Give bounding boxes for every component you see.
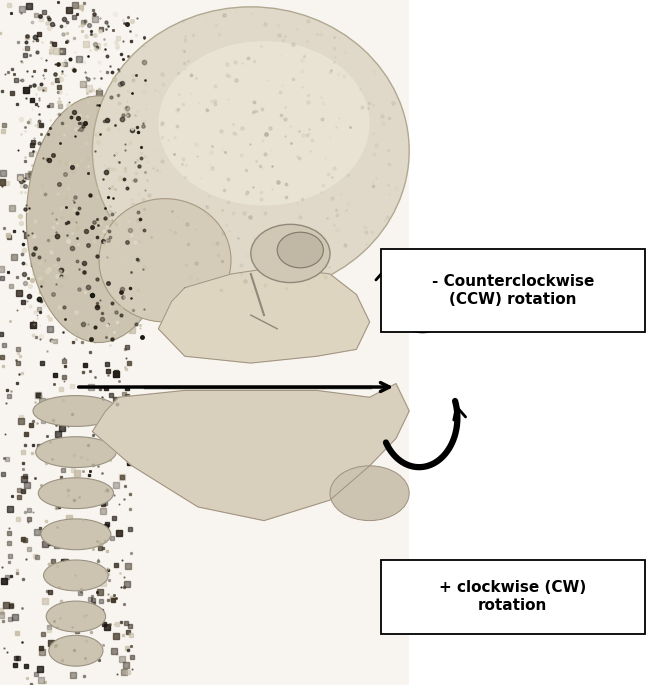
Ellipse shape: [99, 199, 231, 322]
Ellipse shape: [41, 519, 111, 549]
Ellipse shape: [26, 96, 172, 342]
Ellipse shape: [46, 601, 106, 632]
Ellipse shape: [33, 396, 119, 426]
Ellipse shape: [251, 225, 330, 283]
Ellipse shape: [92, 7, 409, 295]
Polygon shape: [92, 384, 409, 521]
Ellipse shape: [38, 478, 114, 508]
Ellipse shape: [36, 437, 116, 468]
Text: - Counterclockwise
(CCW) rotation: - Counterclockwise (CCW) rotation: [432, 274, 594, 307]
Ellipse shape: [158, 41, 370, 206]
Ellipse shape: [49, 636, 103, 666]
FancyBboxPatch shape: [381, 249, 645, 332]
Text: + clockwise (CW)
rotation: + clockwise (CW) rotation: [439, 580, 587, 613]
Ellipse shape: [330, 466, 409, 521]
Ellipse shape: [44, 560, 108, 590]
Polygon shape: [158, 267, 370, 363]
Ellipse shape: [277, 232, 323, 268]
Polygon shape: [0, 0, 409, 685]
FancyBboxPatch shape: [381, 560, 645, 634]
